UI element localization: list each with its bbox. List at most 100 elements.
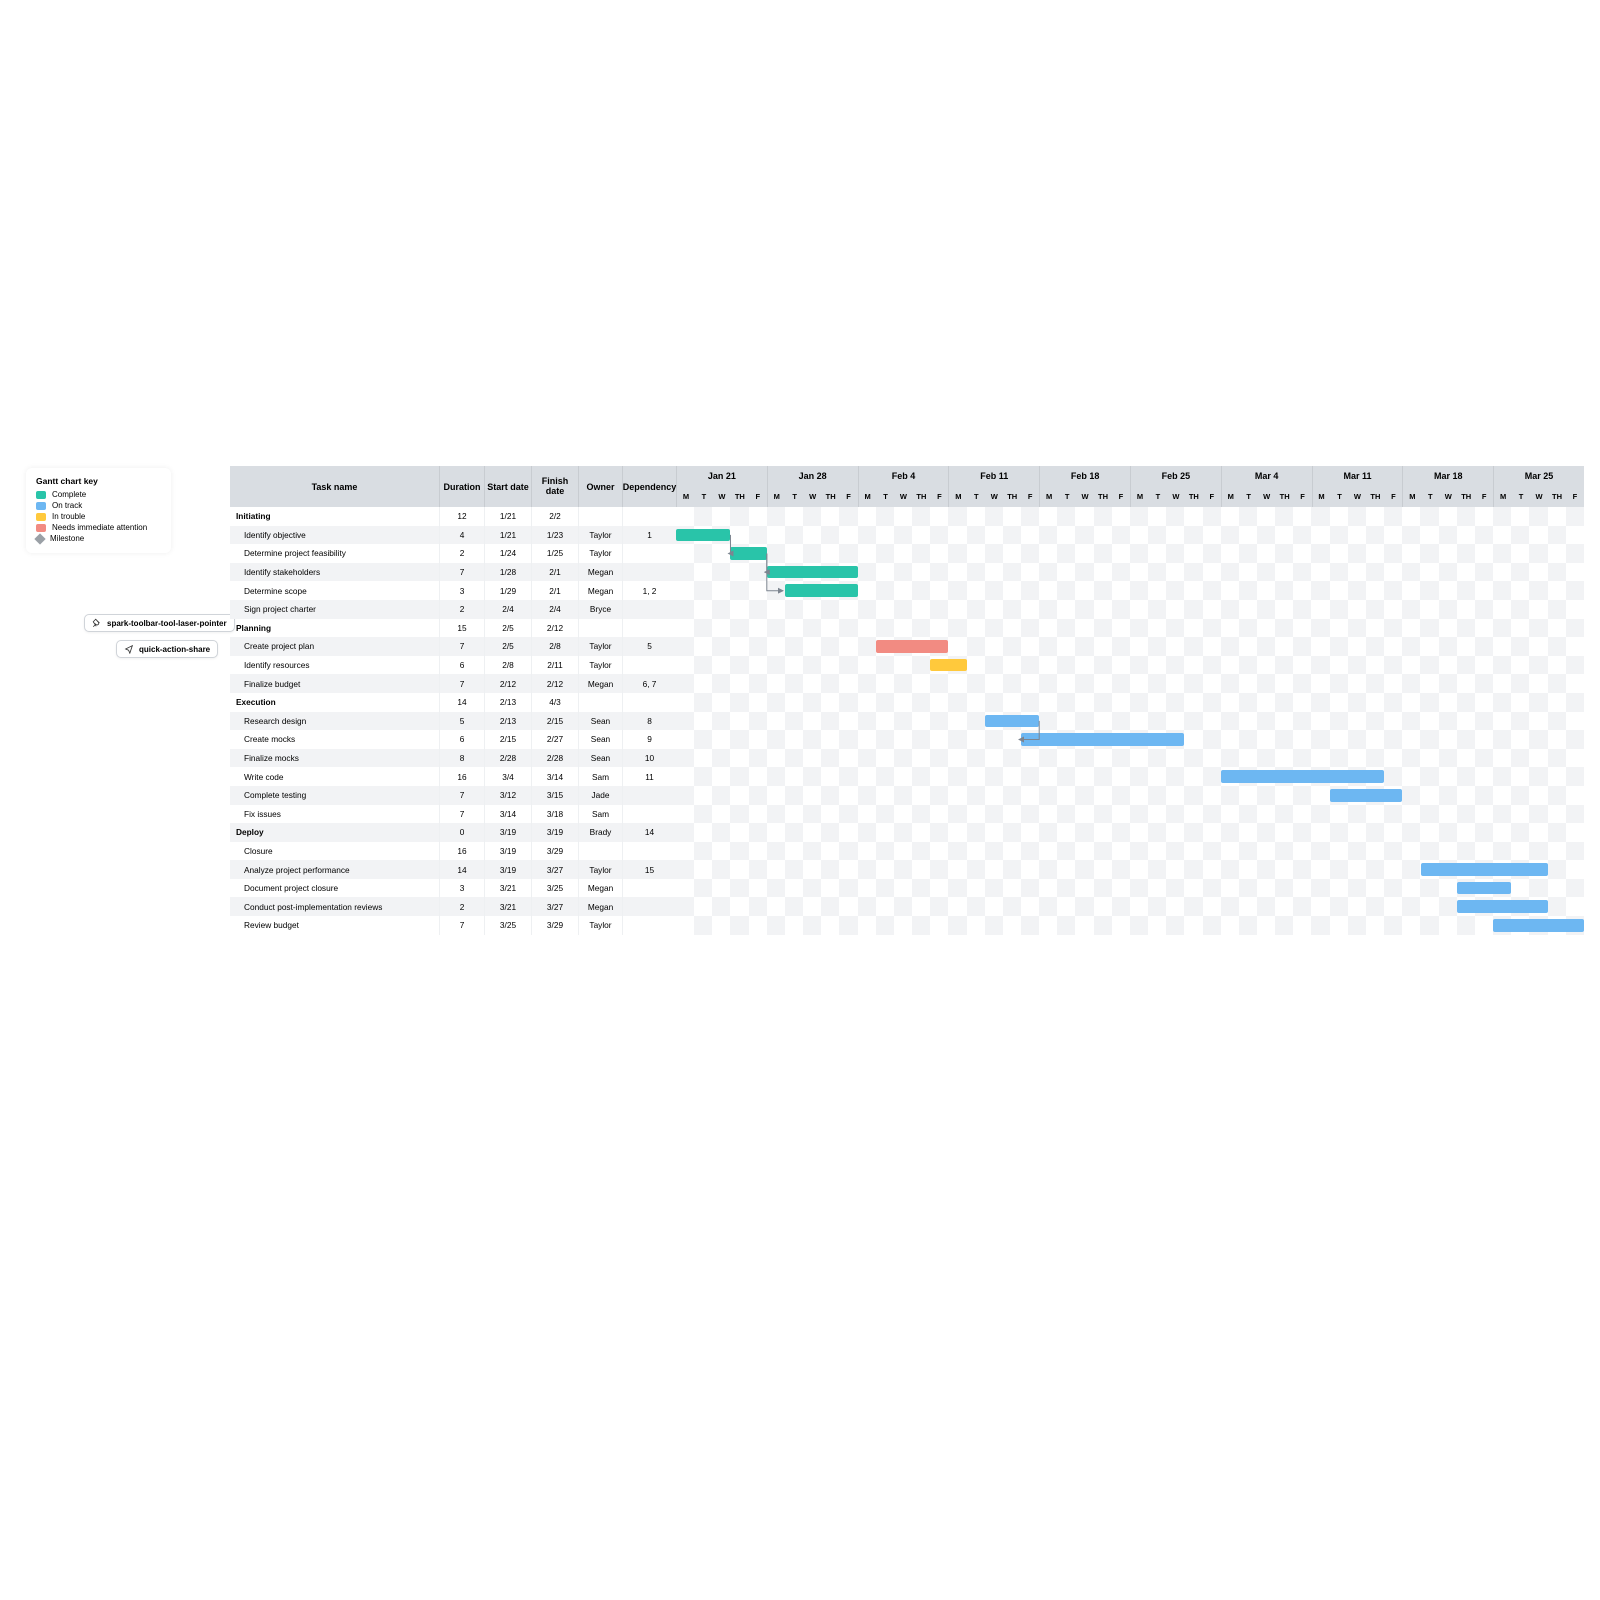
timeline-cell xyxy=(839,619,857,638)
gantt-bar[interactable] xyxy=(1493,919,1584,932)
timeline-cell xyxy=(948,786,966,805)
day-header: TH xyxy=(1276,486,1294,507)
timeline-cell xyxy=(1420,507,1438,526)
task-row: Document project closure33/213/25Megan xyxy=(230,879,1584,898)
day-header: W xyxy=(1530,486,1548,507)
gantt-bar[interactable] xyxy=(1457,900,1548,913)
timeline-cell xyxy=(694,786,712,805)
timeline-cell xyxy=(930,730,948,749)
timeline-cell xyxy=(1075,786,1093,805)
timeline-cell xyxy=(1439,879,1457,898)
cell-duration: 2 xyxy=(440,600,485,619)
timeline-cell xyxy=(1057,637,1075,656)
timeline-cell xyxy=(1293,730,1311,749)
timeline-cell xyxy=(1439,674,1457,693)
week-header: Jan 21 xyxy=(677,466,768,486)
timeline-cell xyxy=(676,656,694,675)
day-header: T xyxy=(1058,486,1076,507)
timeline-cell xyxy=(1402,823,1420,842)
timeline-cell xyxy=(1420,544,1438,563)
timeline-cell xyxy=(676,619,694,638)
gantt-bar[interactable] xyxy=(985,715,1039,728)
timeline-cell xyxy=(1166,805,1184,824)
timeline-cell xyxy=(749,507,767,526)
task-row: Research design52/132/15Sean8 xyxy=(230,712,1584,731)
timeline-cell xyxy=(712,656,730,675)
timeline-cell xyxy=(1130,767,1148,786)
timeline-cell xyxy=(894,526,912,545)
timeline-cell xyxy=(912,712,930,731)
timeline-cell xyxy=(1330,730,1348,749)
gantt-bar[interactable] xyxy=(1421,863,1548,876)
task-row: Review budget73/253/29Taylor xyxy=(230,916,1584,935)
timeline-cell xyxy=(1384,581,1402,600)
timeline-cell xyxy=(1184,656,1202,675)
timeline-cell xyxy=(1112,544,1130,563)
timeline-cell xyxy=(1548,526,1566,545)
timeline-cell xyxy=(839,916,857,935)
timeline-cell xyxy=(785,767,803,786)
gantt-bar[interactable] xyxy=(930,659,966,672)
cell-owner xyxy=(579,507,623,526)
week-header: Mar 4 xyxy=(1222,466,1313,486)
cell-task: Finalize mocks xyxy=(230,749,440,768)
timeline-cell xyxy=(1293,786,1311,805)
timeline-cell xyxy=(1257,619,1275,638)
timeline-cell xyxy=(1039,916,1057,935)
timeline-cell xyxy=(1529,786,1547,805)
timeline-cell xyxy=(712,916,730,935)
cell-duration: 4 xyxy=(440,526,485,545)
cell-owner: Sean xyxy=(579,730,623,749)
gantt-bar[interactable] xyxy=(1221,770,1384,783)
timeline-cell xyxy=(1330,842,1348,861)
laser-pointer-tool[interactable]: spark-toolbar-tool-laser-pointer xyxy=(84,614,235,632)
timeline-cell xyxy=(1420,897,1438,916)
timeline-cell xyxy=(749,563,767,582)
cell-duration: 7 xyxy=(440,916,485,935)
share-tool[interactable]: quick-action-share xyxy=(116,640,218,658)
timeline-cell xyxy=(912,860,930,879)
gantt-bar[interactable] xyxy=(676,529,730,542)
timeline-cell xyxy=(1402,897,1420,916)
gantt-bar[interactable] xyxy=(1021,733,1184,746)
week-header: Mar 25 xyxy=(1494,466,1584,486)
timeline-cell xyxy=(1221,712,1239,731)
timeline-cell xyxy=(1257,600,1275,619)
timeline-cell xyxy=(1075,767,1093,786)
gantt-bar[interactable] xyxy=(730,547,766,560)
timeline-cell xyxy=(1094,656,1112,675)
cell-task: Execution xyxy=(230,693,440,712)
timeline-cell xyxy=(948,730,966,749)
cell-dep xyxy=(623,619,676,638)
day-header: F xyxy=(1112,486,1130,507)
cell-owner: Brady xyxy=(579,823,623,842)
task-row: Write code163/43/14Sam11 xyxy=(230,767,1584,786)
timeline-cell xyxy=(1203,860,1221,879)
timeline-cell xyxy=(1311,823,1329,842)
gantt-bar[interactable] xyxy=(767,566,858,579)
timeline-cell xyxy=(821,767,839,786)
timeline-cell xyxy=(1566,507,1584,526)
gantt-bar[interactable] xyxy=(785,584,858,597)
timeline-cell xyxy=(749,842,767,861)
legend-label: On track xyxy=(52,501,82,510)
gantt-bar[interactable] xyxy=(1330,789,1403,802)
timeline-cell xyxy=(1021,749,1039,768)
timeline-cell xyxy=(1075,526,1093,545)
timeline-cell xyxy=(1529,563,1547,582)
timeline-cell xyxy=(1529,823,1547,842)
gantt-bar[interactable] xyxy=(1457,882,1511,895)
cell-start: 3/4 xyxy=(485,767,532,786)
timeline-cell xyxy=(876,916,894,935)
timeline-cell xyxy=(858,749,876,768)
cell-task: Deploy xyxy=(230,823,440,842)
task-row: Conduct post-implementation reviews23/21… xyxy=(230,897,1584,916)
timeline-cell xyxy=(1293,860,1311,879)
gantt-bar[interactable] xyxy=(876,640,949,653)
timeline-cell xyxy=(694,600,712,619)
timeline-cell xyxy=(894,581,912,600)
timeline-cell xyxy=(1366,619,1384,638)
timeline-cell xyxy=(1384,656,1402,675)
timeline-cell xyxy=(930,916,948,935)
timeline-cell xyxy=(1166,712,1184,731)
